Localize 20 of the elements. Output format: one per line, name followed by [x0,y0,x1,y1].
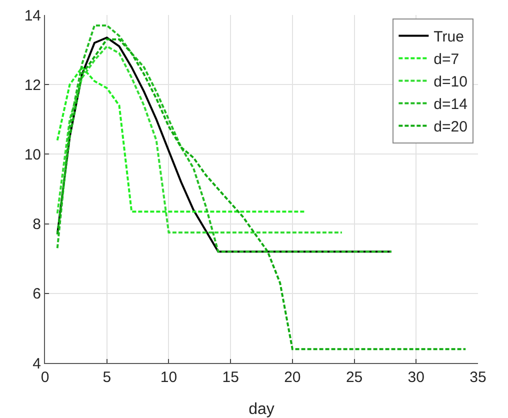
x-tick-label: 15 [222,369,239,386]
y-tick-label: 4 [32,355,41,372]
x-tick-label: 30 [408,369,424,386]
legend-label: d=20 [434,118,468,136]
x-tick-label: 20 [284,369,301,386]
legend-label: d=14 [434,96,468,114]
x-tick-label: 0 [40,369,50,386]
x-tick-label: 5 [102,369,112,386]
x-tick-label: 35 [470,369,486,386]
y-tick-label: 8 [32,216,41,234]
x-axis-title: day [248,401,274,418]
x-tick-label: 10 [160,369,178,386]
y-tick-label: 10 [24,146,41,164]
y-tick-label: 6 [32,286,41,303]
legend-label: True [434,28,464,46]
y-tick-label: 14 [24,7,41,24]
legend-label: d=10 [434,74,468,91]
legend-label: d=7 [434,51,460,68]
y-tick-label: 12 [24,76,41,94]
x-tick-label: 25 [346,369,363,386]
